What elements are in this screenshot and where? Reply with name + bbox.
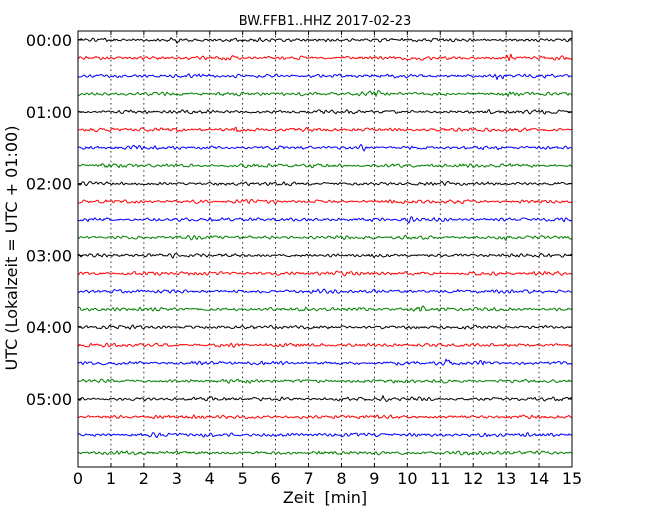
x-tick-label: 6 [271,469,281,488]
seismic-traces [77,37,573,456]
x-axis-label: Zeit [min] [283,488,367,507]
y-tick-label: 04:00 [26,318,72,337]
x-tick-label: 12 [463,469,483,488]
trace-row-5 [78,126,573,133]
trace-row-12 [77,253,573,259]
x-tick-label: 11 [430,469,450,488]
trace-row-19 [77,378,573,384]
x-tick-label: 9 [369,469,379,488]
y-tick-label: 05:00 [26,390,72,409]
trace-row-23 [77,450,573,456]
x-tick-label: 4 [205,469,215,488]
trace-row-8 [77,181,573,187]
x-tick-label: 14 [529,469,549,488]
y-axis-label: UTC (Lokalzeit = UTC + 01:00) [2,126,21,371]
x-tick-label: 5 [238,469,248,488]
chart-title: BW.FFB1..HHZ 2017-02-23 [239,14,412,29]
trace-row-2 [77,73,573,81]
trace-row-0 [77,37,573,44]
x-tick-label: 2 [139,469,149,488]
axis-ticks [77,31,573,467]
grid-lines [110,31,540,467]
trace-row-9 [77,198,573,204]
trace-row-3 [77,90,573,97]
x-tick-label: 1 [106,469,116,488]
trace-row-20 [77,395,572,402]
x-tick-labels: 0 1 2 3 4 5 6 7 8 9 10 11 12 13 14 15 [73,469,582,488]
trace-row-15 [77,305,573,312]
y-tick-label: 03:00 [26,246,72,265]
trace-row-6 [77,143,573,152]
plot-frame [77,30,573,468]
trace-row-4 [77,109,573,115]
x-tick-label: 15 [562,469,582,488]
trace-row-10 [77,216,573,224]
x-tick-label: 10 [397,469,417,488]
x-tick-label: 13 [496,469,516,488]
trace-row-21 [77,414,573,420]
x-tick-label: 7 [303,469,313,488]
trace-row-18 [77,358,573,366]
trace-row-16 [77,324,573,330]
x-tick-label: 0 [73,469,83,488]
x-tick-label: 8 [336,469,346,488]
trace-row-17 [77,342,573,348]
y-tick-label: 01:00 [26,103,72,122]
y-tick-label: 00:00 [26,31,72,50]
trace-row-7 [77,163,573,169]
y-tick-label: 02:00 [26,175,72,194]
x-tick-label: 3 [172,469,182,488]
trace-row-22 [77,432,573,438]
trace-row-11 [77,234,573,241]
trace-row-14 [77,288,573,294]
trace-row-13 [78,270,573,277]
y-tick-labels: 00:00 01:00 02:00 03:00 04:00 05:00 [26,31,72,409]
trace-row-1 [77,53,573,62]
